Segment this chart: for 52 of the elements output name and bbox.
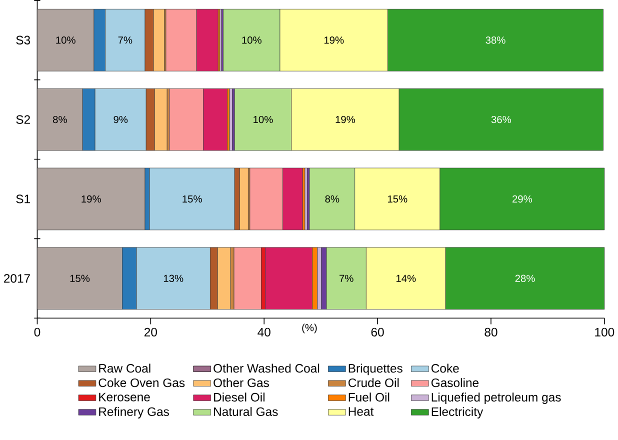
x-tick-label: 60 (371, 328, 384, 337)
x-tick-label: 80 (484, 328, 498, 337)
x-axis-title: (%) (302, 324, 317, 334)
data-label: 38% (486, 36, 506, 44)
bar (234, 247, 262, 310)
data-label: 19% (324, 36, 344, 44)
legend-label: Kerosene (99, 392, 150, 402)
legend-label: Raw Coal (99, 364, 150, 373)
y-tick-label: 2017 (4, 274, 30, 283)
legend-label: Coke Oven Gas (98, 378, 185, 388)
legend-label: Natural Gas (214, 407, 278, 416)
data-label: 19% (336, 116, 356, 124)
data-label: 8% (53, 116, 67, 124)
legend-label: Coke (431, 364, 459, 373)
legend-label: Diesel Oil (214, 392, 264, 402)
data-label: 13% (164, 274, 184, 282)
data-label: 14% (396, 274, 416, 282)
legend-label: Refinery Gas (99, 407, 169, 419)
legend-label: Other Gas (214, 378, 269, 388)
data-label: 36% (491, 116, 512, 124)
y-tick-label: S1 (16, 194, 30, 204)
data-label: 15% (388, 195, 408, 203)
data-label: 29% (512, 195, 532, 203)
data-label: 10% (56, 36, 76, 44)
data-label: 15% (70, 274, 90, 282)
bar (37, 168, 146, 230)
x-tick-label: 20 (144, 328, 157, 337)
data-label: 28% (515, 274, 535, 282)
legend-label: Heat (348, 407, 374, 416)
x-tick-label: 0 (34, 328, 40, 337)
legend-label: Fuel Oil (348, 392, 390, 402)
data-label: 19% (82, 195, 101, 203)
y-tick-label: S3 (16, 36, 30, 45)
legend-label: Electricity (432, 407, 484, 419)
data-label: 9% (114, 116, 128, 124)
x-tick-label: 40 (258, 328, 270, 337)
legend-label: Other Washed Coal (214, 364, 320, 373)
data-label: 8% (325, 195, 340, 203)
legend-label: Gasoline (431, 378, 479, 388)
data-label: 7% (340, 274, 354, 282)
data-label: 10% (242, 36, 262, 44)
legend-label: Crude Oil (348, 378, 399, 388)
bar (229, 88, 233, 151)
data-label: 7% (118, 36, 132, 44)
data-label: 15% (182, 195, 202, 203)
legend-label: Briquettes (348, 364, 402, 376)
data-label: 10% (254, 116, 273, 124)
bar (265, 247, 313, 310)
legend-label: Liquefied petroleum gas (432, 392, 561, 404)
y-tick-label: S2 (16, 115, 30, 124)
x-tick-label: 100 (595, 328, 614, 337)
bar (304, 168, 308, 230)
